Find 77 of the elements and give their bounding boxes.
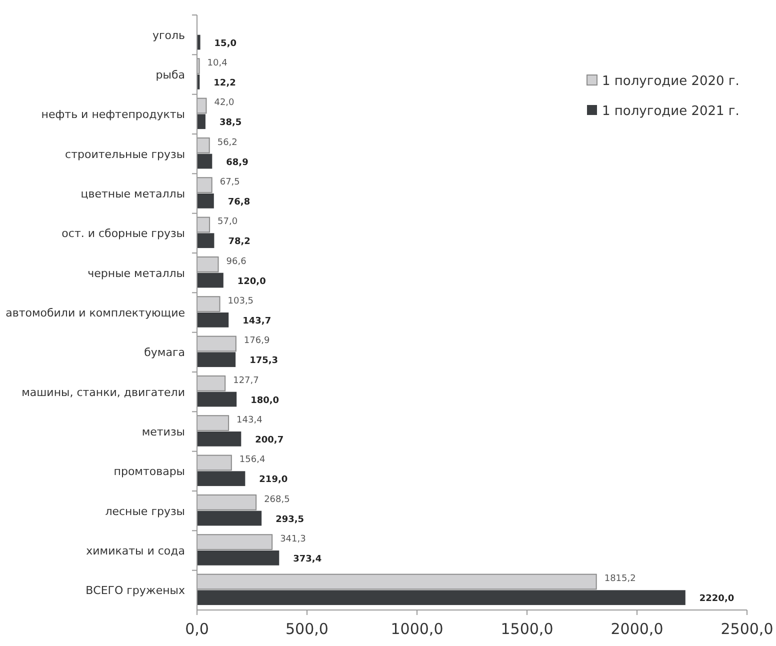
data-label: 143,7: [242, 316, 272, 326]
y-tick-label: метизы: [142, 426, 185, 438]
x-tick-label: 1500,0: [500, 620, 554, 638]
data-label: 200,7: [255, 435, 284, 446]
y-tick-label: ост. и сборные грузы: [62, 227, 185, 240]
data-label: 127,7: [233, 376, 259, 386]
y-tick-label: автомобили и комплектующие: [6, 306, 186, 320]
data-label: 68,9: [226, 158, 248, 168]
bar: [197, 590, 686, 606]
y-tick-label: строительные грузы: [65, 148, 185, 161]
bar: [197, 471, 246, 486]
bar: [197, 114, 206, 130]
y-tick-label: цветные металлы: [80, 188, 185, 200]
bar: [196, 296, 220, 312]
x-tick-label: 0,0: [185, 620, 209, 638]
data-label: 2220,0: [699, 594, 734, 604]
bar: [196, 256, 219, 272]
bar: [196, 534, 273, 550]
y-tick-label: промтовары: [114, 465, 185, 478]
data-label: 341,3: [280, 534, 306, 545]
legend-label: 1 полугодие 2020 г.: [602, 74, 740, 89]
bar: [197, 352, 236, 368]
bar: [196, 415, 230, 431]
data-label: 143,4: [236, 416, 263, 426]
y-tick-label: ВСЕГО груженых: [86, 584, 186, 598]
x-tick-label: 2000,0: [610, 620, 664, 638]
x-tick-label: 1000,0: [390, 620, 444, 638]
x-tick-label: 500,0: [286, 620, 328, 638]
data-label: 180,0: [250, 396, 280, 406]
bar: [196, 177, 212, 193]
data-label: 67,5: [220, 178, 240, 188]
data-label: 120,0: [237, 276, 266, 287]
y-tick-label: рыба: [156, 68, 185, 82]
y-tick-label: черные металлы: [88, 266, 185, 280]
bar: [197, 154, 212, 169]
bar: [197, 312, 229, 328]
data-label: 38,5: [219, 118, 242, 128]
bar: [197, 550, 280, 566]
data-label: 56,2: [217, 138, 238, 148]
data-label: 373,4: [293, 554, 322, 564]
bar: [196, 375, 226, 392]
data-label: 175,3: [250, 356, 278, 366]
bar: [197, 194, 214, 208]
data-label: 219,0: [259, 475, 288, 486]
data-label: 76,8: [228, 197, 250, 208]
y-tick-label: машины, станки, двигатели: [22, 386, 185, 399]
bar: [196, 216, 210, 233]
y-tick-label: уголь: [152, 28, 185, 42]
data-label: 15,0: [214, 38, 237, 49]
bar: [197, 432, 242, 446]
data-label: 57,0: [218, 217, 238, 228]
data-label: 10,4: [207, 58, 228, 69]
bar: [197, 510, 262, 526]
y-tick-label: нефть и нефтепродукты: [41, 108, 185, 122]
data-label: 176,9: [244, 336, 270, 346]
y-tick-label: химикаты и сода: [86, 544, 185, 558]
bar: [197, 233, 214, 248]
data-label: 293,5: [276, 514, 304, 525]
bar: [197, 272, 224, 288]
y-tick-label: бумага: [144, 346, 185, 360]
data-label: 78,2: [228, 237, 250, 248]
bar: [196, 574, 597, 590]
bar: [197, 392, 237, 407]
data-label: 268,5: [264, 494, 290, 505]
y-tick-label: лесные грузы: [105, 504, 185, 518]
data-label: 42,0: [214, 98, 235, 108]
data-label: 96,6: [226, 256, 247, 267]
legend-label: 1 полугодие 2021 г.: [602, 104, 740, 119]
bar: [196, 494, 257, 510]
data-label: 156,4: [239, 455, 266, 466]
data-label: 12,2: [214, 78, 236, 88]
bar: [196, 137, 210, 154]
data-label: 103,5: [228, 296, 254, 307]
bar: [196, 454, 232, 471]
data-label: 1815,2: [604, 574, 636, 584]
bar: [196, 336, 236, 352]
x-tick-label: 2500,0: [720, 620, 774, 638]
